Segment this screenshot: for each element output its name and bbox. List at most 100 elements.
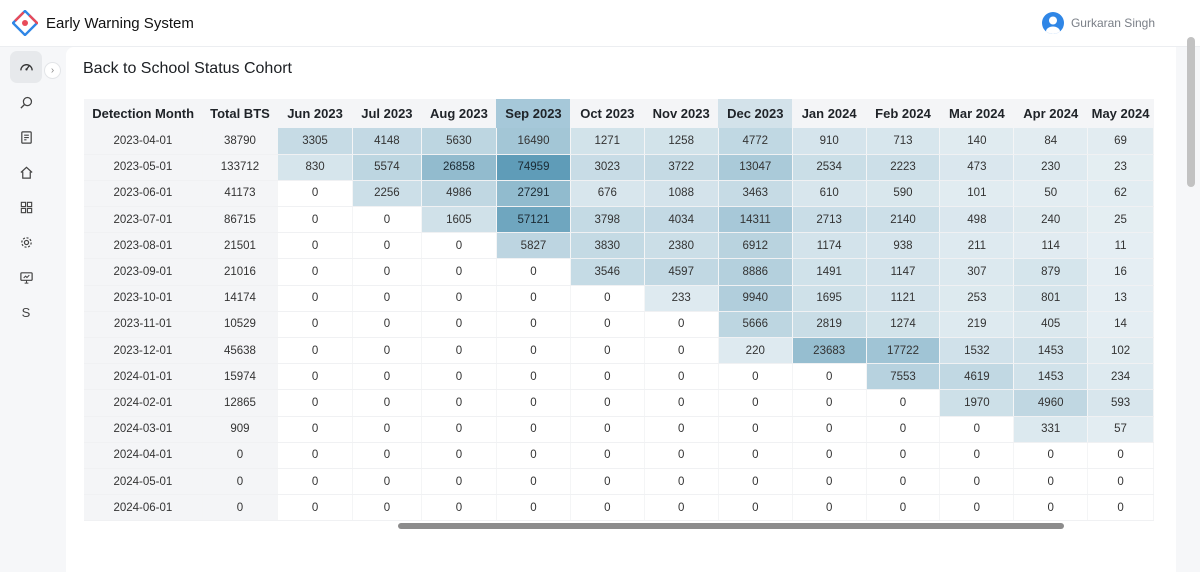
cohort-value-cell: 0 <box>866 494 941 522</box>
cohort-value-cell: 0 <box>1087 442 1154 469</box>
cohort-value-cell: 0 <box>421 389 497 417</box>
cohort-value-cell: 0 <box>792 494 867 522</box>
cohort-value-cell: 0 <box>352 311 422 339</box>
cohort-value-cell: 0 <box>1087 494 1154 522</box>
cohort-value-cell: 0 <box>570 494 645 522</box>
column-header[interactable]: Detection Month <box>84 99 203 128</box>
horizontal-scrollbar-thumb[interactable] <box>398 523 1064 529</box>
table-body: 2023-04-01 38790 3305 4148 5630 16490 1271 1258… <box>84 128 1154 522</box>
grid-icon <box>20 201 32 213</box>
table-row: 2023-05-01 133712 830 5574 26858 74959 3023 372… <box>84 154 1154 181</box>
cohort-value-cell: 4960 <box>1013 389 1089 417</box>
cohort-value-cell: 0 <box>352 442 422 469</box>
cohort-value-cell: 473 <box>939 154 1015 181</box>
detection-month-cell: 2024-01-01 <box>84 363 203 391</box>
cohort-value-cell: 0 <box>570 363 645 391</box>
cohort-table: Detection Month Total BTS Jun 2023 Jul 2023… <box>84 99 1154 522</box>
column-header[interactable]: Total BTS <box>202 99 278 128</box>
cohort-value-cell: 0 <box>570 337 645 365</box>
sidebar-item-dashboard[interactable] <box>10 51 42 83</box>
cohort-value-cell: 0 <box>352 363 422 391</box>
cohort-value-cell: 140 <box>939 128 1015 155</box>
column-header[interactable]: Sep 2023 <box>496 99 571 128</box>
column-header[interactable]: Jun 2023 <box>277 99 353 128</box>
cohort-value-cell: 676 <box>570 180 645 208</box>
column-header[interactable]: Apr 2024 <box>1013 99 1088 128</box>
cohort-value-cell: 0 <box>421 363 497 391</box>
sidebar-item-monitor[interactable] <box>10 261 42 293</box>
user-menu[interactable]: Gurkaran Singh <box>1041 12 1155 34</box>
column-header[interactable]: May 2024 <box>1087 99 1154 128</box>
sidebar-item-grid[interactable] <box>10 191 42 223</box>
detection-month-cell: 2023-07-01 <box>84 206 203 234</box>
cohort-value-cell: 16490 <box>496 128 571 155</box>
cohort-value-cell: 0 <box>277 232 353 260</box>
detection-month-cell: 2023-04-01 <box>84 128 203 155</box>
cohort-value-cell: 0 <box>421 494 497 522</box>
cohort-value-cell: 0 <box>421 311 497 339</box>
cohort-value-cell: 3305 <box>277 128 353 155</box>
cohort-value-cell: 5630 <box>421 128 497 155</box>
cohort-value-cell: 2819 <box>792 311 867 339</box>
column-header[interactable]: Aug 2023 <box>421 99 497 128</box>
cohort-value-cell: 84 <box>1013 128 1089 155</box>
cohort-value-cell: 0 <box>421 468 497 496</box>
cohort-value-cell: 1532 <box>939 337 1015 365</box>
total-bts-cell: 38790 <box>202 128 279 155</box>
page-title: Back to School Status Cohort <box>83 60 292 77</box>
cohort-value-cell: 13047 <box>718 154 793 181</box>
cohort-value-cell: 4597 <box>644 258 719 286</box>
cohort-value-cell: 101 <box>939 180 1015 208</box>
horizontal-scrollbar[interactable] <box>282 523 1152 530</box>
total-bts-cell: 10529 <box>202 311 279 339</box>
detection-month-cell: 2024-05-01 <box>84 468 203 496</box>
cohort-value-cell: 219 <box>939 311 1015 339</box>
table-row: 2023-08-01 21501 0 0 0 5827 3830 2380 6912 1174 93… <box>84 232 1154 260</box>
sidebar-item-search[interactable] <box>10 86 42 118</box>
cohort-table-container[interactable]: Detection Month Total BTS Jun 2023 Jul 2023… <box>84 99 1154 539</box>
cohort-value-cell: 0 <box>1013 468 1089 496</box>
sidebar-item-reports[interactable] <box>10 121 42 153</box>
detection-month-cell: 2023-06-01 <box>84 180 203 208</box>
cohort-value-cell: 5666 <box>718 311 793 339</box>
vertical-scrollbar-thumb[interactable] <box>1187 37 1195 187</box>
total-bts-cell: 12865 <box>202 389 279 417</box>
cohort-value-cell: 0 <box>570 285 645 312</box>
cohort-value-cell: 57 <box>1087 416 1154 443</box>
column-header[interactable]: Feb 2024 <box>866 99 940 128</box>
cohort-value-cell: 0 <box>277 494 353 522</box>
cohort-value-cell: 3830 <box>570 232 645 260</box>
chevron-right-icon: › <box>50 65 55 76</box>
sidebar-item-home[interactable] <box>10 156 42 188</box>
table-row: 2023-11-01 10529 0 0 0 0 0 0 5666 2819 1274 219 405 1… <box>84 311 1154 339</box>
cohort-value-cell: 0 <box>496 363 571 391</box>
sidebar-item-settings[interactable] <box>10 226 42 258</box>
sidebar-collapse-button[interactable]: › <box>44 62 61 79</box>
cohort-value-cell: 0 <box>570 416 645 443</box>
cohort-value-cell: 0 <box>496 442 571 469</box>
cohort-value-cell: 1147 <box>866 258 941 286</box>
cohort-value-cell: 11 <box>1087 232 1154 260</box>
brand[interactable]: Early Warning System <box>12 10 194 36</box>
column-header[interactable]: Jan 2024 <box>792 99 867 128</box>
detection-month-cell: 2024-03-01 <box>84 416 203 443</box>
cohort-value-cell: 0 <box>496 416 571 443</box>
cohort-value-cell: 4772 <box>718 128 793 155</box>
column-header[interactable]: Jul 2023 <box>352 99 422 128</box>
column-header[interactable]: Oct 2023 <box>570 99 645 128</box>
table-row: 2024-01-01 15974 0 0 0 0 0 0 0 0 7553 4619 1453 234 <box>84 363 1154 391</box>
avatar[interactable] <box>1041 12 1064 34</box>
cohort-value-cell: 233 <box>644 285 719 312</box>
cohort-value-cell: 114 <box>1013 232 1089 260</box>
detection-month-cell: 2023-12-01 <box>84 337 203 365</box>
column-header[interactable]: Nov 2023 <box>644 99 719 128</box>
column-header[interactable]: Dec 2023 <box>718 99 793 128</box>
sidebar-item-s[interactable]: S <box>10 296 42 328</box>
cohort-value-cell: 0 <box>352 285 422 312</box>
cohort-value-cell: 1174 <box>792 232 867 260</box>
cohort-value-cell: 50 <box>1013 180 1089 208</box>
cohort-value-cell: 74959 <box>496 154 571 181</box>
column-header[interactable]: Mar 2024 <box>939 99 1014 128</box>
cohort-value-cell: 0 <box>277 337 353 365</box>
cohort-value-cell: 3023 <box>570 154 645 181</box>
